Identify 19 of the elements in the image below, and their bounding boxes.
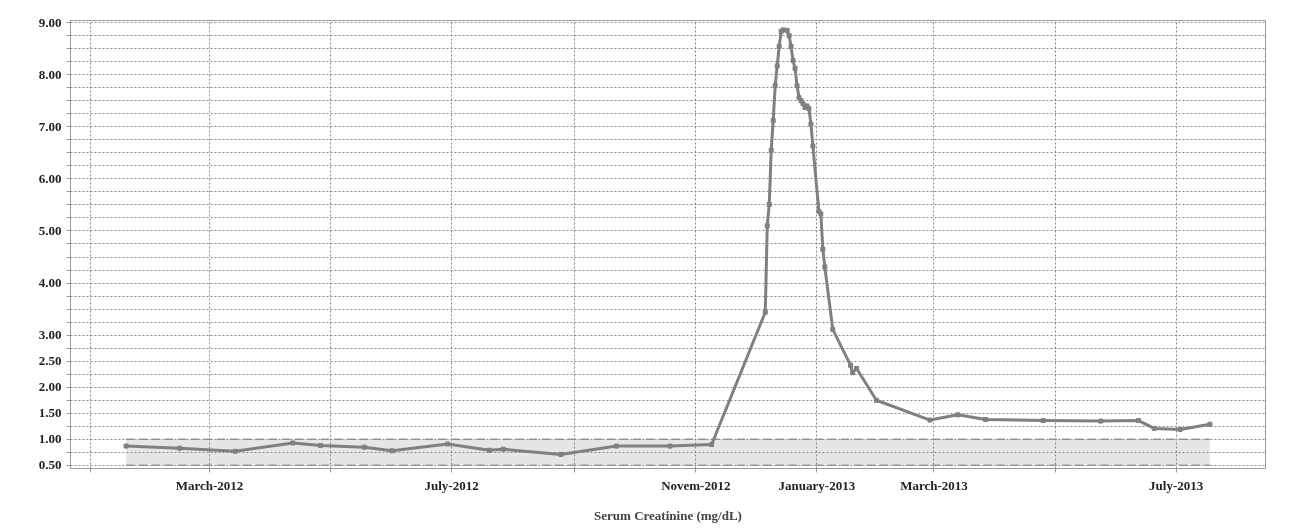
y-tick-label: 5.00 (38, 222, 62, 238)
y-tick-label: 0.50 (38, 457, 62, 473)
y-tick-label: 6.00 (38, 170, 62, 186)
x-tick-label: July-2012 (424, 477, 479, 493)
y-tick-label: 3.00 (38, 327, 62, 343)
y-tick-label: 4.00 (38, 275, 62, 291)
x-axis-title: Serum Creatinine (mg/dL) (594, 507, 742, 523)
y-tick-label: 1.00 (38, 431, 62, 447)
x-tick-label: Novem-2012 (661, 477, 731, 493)
x-tick-label: July-2013 (1149, 477, 1204, 493)
x-tick-label: March-2012 (175, 477, 244, 493)
y-tick-label: 2.00 (38, 379, 62, 395)
y-tick-label: 1.50 (38, 405, 62, 421)
x-tick-label: January-2013 (778, 477, 856, 493)
y-tick-label: 7.00 (38, 118, 62, 134)
x-tick-label: March-2013 (900, 477, 969, 493)
y-tick-label: 2.50 (38, 353, 62, 369)
y-tick-label: 8.00 (38, 66, 62, 82)
y-tick-label: 9.00 (38, 14, 62, 30)
